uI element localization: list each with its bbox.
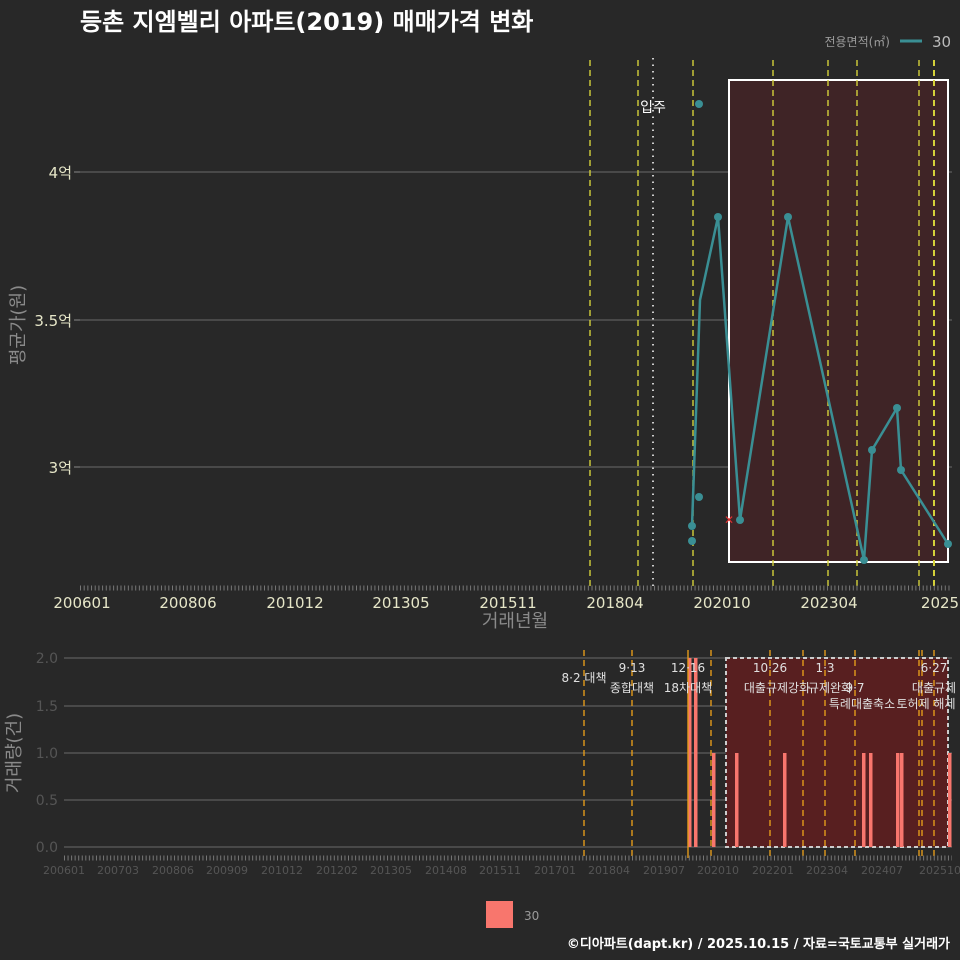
svg-text:9·13: 9·13 bbox=[619, 661, 646, 675]
move-in-annotation: 입주 bbox=[640, 100, 666, 116]
svg-text:9·7: 9·7 bbox=[845, 681, 864, 695]
footer-credit: ©디아파트(dapt.kr) / 2025.10.15 / 자료=국토교통부 실… bbox=[567, 936, 950, 952]
svg-text:6·27: 6·27 bbox=[921, 661, 948, 675]
legend-swatch-icon bbox=[486, 901, 513, 928]
svg-text:1.0: 1.0 bbox=[36, 746, 58, 762]
svg-text:대출규제강화: 대출규제강화 bbox=[744, 681, 810, 695]
outlier-x-icon: ✕ bbox=[724, 513, 734, 527]
price-chart-panel: 입주 ✕ 4억 3.5억 3억 평균가(원) 200601 200806 201012 … bbox=[8, 58, 959, 632]
svg-text:200806: 200806 bbox=[152, 864, 194, 877]
svg-text:202010: 202010 bbox=[697, 864, 739, 877]
svg-text:1.5: 1.5 bbox=[36, 699, 58, 715]
svg-text:200703: 200703 bbox=[97, 864, 139, 877]
legend-title: 전용면적(㎡) bbox=[824, 35, 890, 49]
svg-text:201511: 201511 bbox=[479, 864, 521, 877]
svg-text:202510: 202510 bbox=[919, 864, 960, 877]
svg-text:200601: 200601 bbox=[43, 864, 85, 877]
svg-text:대출규제: 대출규제 bbox=[912, 681, 956, 695]
svg-text:201804: 201804 bbox=[586, 594, 643, 612]
svg-text:201408: 201408 bbox=[425, 864, 467, 877]
svg-text:18차대책: 18차대책 bbox=[664, 680, 712, 695]
volume-chart-panel: 8·2 대책 9·13 종합대책 12·16 18차대책 10·26 대출규제강화 1… bbox=[4, 650, 960, 877]
svg-text:201511: 201511 bbox=[479, 594, 536, 612]
svg-text:202304: 202304 bbox=[800, 594, 857, 612]
y-axis-label-volume: 거래량(건) bbox=[4, 713, 25, 793]
svg-text:2.0: 2.0 bbox=[36, 651, 58, 667]
svg-text:2025: 2025 bbox=[921, 594, 959, 612]
svg-text:특례대출축소: 특례대출축소 bbox=[829, 697, 895, 711]
svg-text:202304: 202304 bbox=[806, 864, 848, 877]
highlight-region-volume bbox=[725, 657, 949, 848]
svg-text:200806: 200806 bbox=[159, 594, 216, 612]
svg-text:12·16: 12·16 bbox=[671, 661, 705, 675]
svg-text:3억: 3억 bbox=[49, 459, 72, 477]
svg-text:규제완화: 규제완화 bbox=[808, 681, 852, 695]
svg-text:10·26: 10·26 bbox=[753, 661, 787, 675]
svg-text:200601: 200601 bbox=[53, 594, 110, 612]
x-axis-label: 거래년월 bbox=[482, 611, 548, 632]
volume-bars bbox=[688, 658, 952, 847]
legend-label-bottom: 30 bbox=[524, 909, 539, 923]
legend-label: 30 bbox=[932, 33, 951, 51]
svg-text:201202: 201202 bbox=[316, 864, 358, 877]
y-tick-labels-volume: 2.0 1.5 1.0 0.5 0.0 bbox=[36, 651, 58, 856]
svg-text:201305: 201305 bbox=[372, 594, 429, 612]
svg-text:종합대책: 종합대책 bbox=[610, 680, 654, 695]
policy-labels: 8·2 대책 9·13 종합대책 12·16 18차대책 10·26 대출규제강화 1… bbox=[562, 661, 957, 711]
price-points bbox=[688, 100, 952, 564]
svg-text:1·3: 1·3 bbox=[815, 661, 834, 675]
svg-text:201701: 201701 bbox=[534, 864, 576, 877]
svg-text:토허제 해제: 토허제 해제 bbox=[896, 697, 955, 711]
svg-text:202407: 202407 bbox=[861, 864, 903, 877]
svg-text:201012: 201012 bbox=[261, 864, 303, 877]
highlight-region bbox=[728, 79, 949, 563]
svg-text:200909: 200909 bbox=[206, 864, 248, 877]
svg-text:201907: 201907 bbox=[643, 864, 685, 877]
x-tick-labels-volume: 200601 200703 200806 200909 201012 201202 20… bbox=[43, 864, 960, 877]
svg-text:8·2 대책: 8·2 대책 bbox=[562, 670, 607, 685]
svg-text:201305: 201305 bbox=[370, 864, 412, 877]
svg-text:202010: 202010 bbox=[693, 594, 750, 612]
svg-text:0.5: 0.5 bbox=[36, 793, 58, 809]
price-line bbox=[690, 215, 950, 562]
x-tick-labels: 200601 200806 201012 201305 201511 201804 20… bbox=[53, 594, 959, 612]
y-axis-label: 평균가(원) bbox=[8, 285, 29, 365]
svg-text:202201: 202201 bbox=[752, 864, 794, 877]
svg-text:0.0: 0.0 bbox=[36, 840, 58, 856]
svg-text:201804: 201804 bbox=[588, 864, 630, 877]
svg-text:201012: 201012 bbox=[266, 594, 323, 612]
svg-text:4억: 4억 bbox=[49, 164, 72, 182]
svg-text:3.5억: 3.5억 bbox=[34, 312, 72, 330]
chart-title: 등촌 지엠벨리 아파트(2019) 매매가격 변화 bbox=[80, 8, 533, 36]
